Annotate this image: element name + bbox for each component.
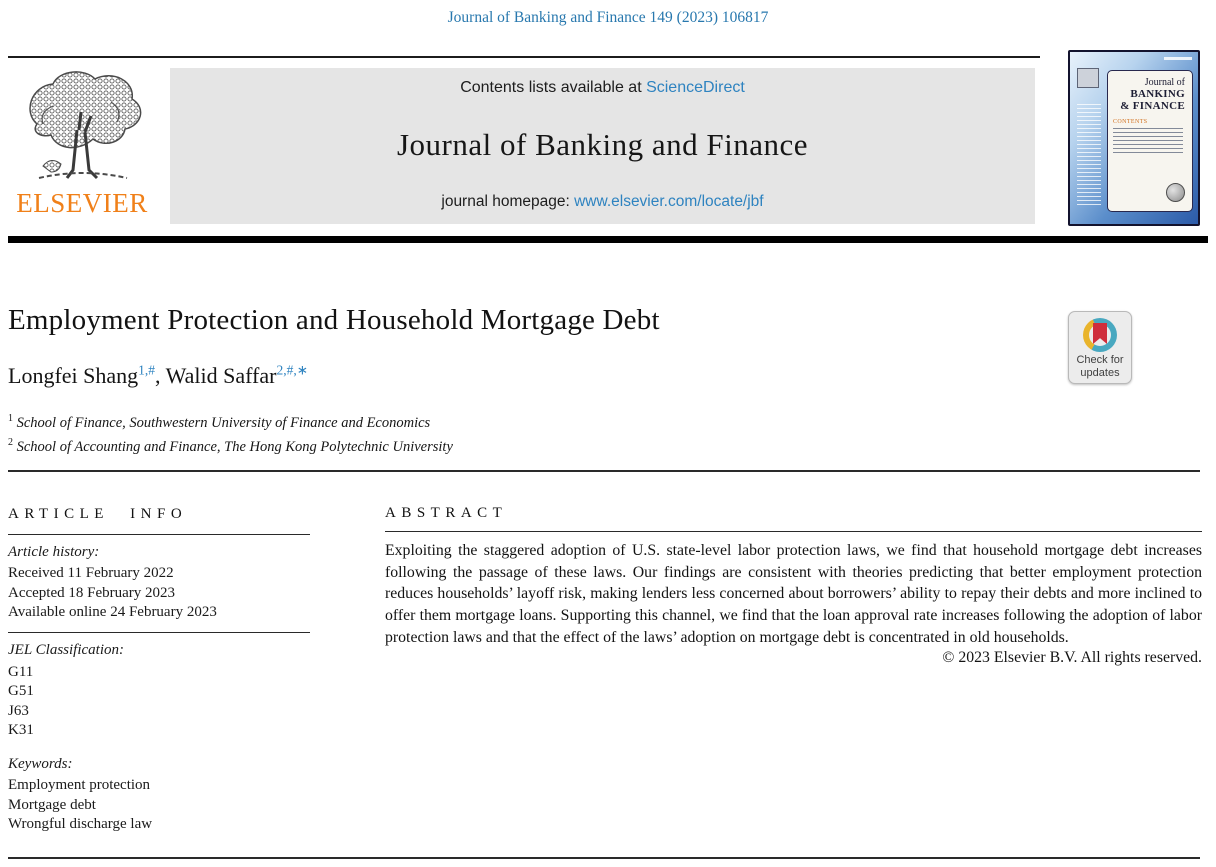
keyword: Wrongful discharge law	[8, 816, 153, 833]
journal-reference-link[interactable]: Journal of Banking and Finance 149 (2023…	[447, 9, 769, 26]
history-item: Received 11 February 2022	[8, 565, 174, 582]
affiliation-text: School of Accounting and Finance, The Ho…	[13, 439, 453, 456]
jel-code: G51	[8, 683, 34, 700]
cover-seal-icon	[1166, 183, 1185, 202]
cover-title-line2: BANKING	[1130, 88, 1185, 100]
head-divider	[8, 470, 1200, 472]
contents-line: Contents lists available at ScienceDirec…	[460, 79, 745, 97]
copyright-line: © 2023 Elsevier B.V. All rights reserved…	[942, 649, 1202, 667]
affiliation-text: School of Finance, Southwestern Universi…	[13, 414, 431, 431]
affiliation-row: 1 School of Finance, Southwestern Univer…	[8, 409, 453, 433]
elsevier-tree-icon	[6, 66, 158, 190]
jel-label: JEL Classification:	[8, 642, 124, 659]
spacer	[8, 741, 310, 755]
footer-divider	[8, 857, 1200, 859]
elsevier-logo: ELSEVIER	[6, 66, 158, 226]
journal-cover-thumbnail: Journal of BANKING & FINANCE CONTENTS	[1068, 50, 1200, 226]
crossmark-icon	[1083, 318, 1117, 352]
sciencedirect-link[interactable]: ScienceDirect	[646, 79, 745, 96]
badge-label-line1: Check for	[1076, 354, 1124, 366]
keywords-label: Keywords:	[8, 755, 73, 772]
article-info-rule	[8, 533, 310, 535]
affiliation-number: 2	[8, 437, 13, 449]
author-name: Longfei Shang	[8, 363, 139, 388]
jel-code: J63	[8, 702, 29, 719]
cover-issn-strip	[1164, 57, 1192, 60]
abstract-rule	[385, 531, 1202, 533]
author-line: Longfei Shang1,#, Walid Saffar2,#,∗	[8, 363, 308, 389]
affiliation-row: 2 School of Accounting and Finance, The …	[8, 433, 453, 457]
abstract-text: Exploiting the staggered adoption of U.S…	[385, 542, 1202, 646]
cover-editorial-lines	[1077, 104, 1101, 208]
check-for-updates-badge[interactable]: Check for updates	[1068, 311, 1132, 384]
cover-contents-label: CONTENTS	[1113, 119, 1148, 125]
masthead-banner: Contents lists available at ScienceDirec…	[170, 68, 1035, 224]
masthead-bottom-bar	[8, 236, 1208, 243]
article-title: Employment Protection and Household Mort…	[8, 304, 660, 336]
homepage-prefix: journal homepage:	[441, 193, 575, 210]
author-name: Walid Saffar	[165, 363, 277, 388]
cover-title-panel: Journal of BANKING & FINANCE CONTENTS	[1107, 70, 1193, 212]
cover-publisher-box	[1077, 68, 1099, 88]
abstract-section: ABSTRACT Exploiting the staggered adopti…	[385, 505, 1202, 667]
jel-code: K31	[8, 722, 34, 739]
abstract-heading: ABSTRACT	[385, 505, 508, 521]
keyword: Mortgage debt	[8, 796, 96, 813]
elsevier-wordmark: ELSEVIER	[16, 188, 148, 218]
history-item: Accepted 18 February 2023	[8, 584, 176, 601]
homepage-link[interactable]: www.elsevier.com/locate/jbf	[574, 193, 764, 210]
cover-title-line3: & FINANCE	[1120, 100, 1185, 112]
article-info-section: ARTICLE INFO Article history: Received 1…	[8, 505, 310, 835]
crossmark-bookmark-icon	[1093, 323, 1107, 344]
author-separator: ,	[155, 363, 166, 388]
affiliation-number: 1	[8, 413, 13, 424]
keyword: Employment protection	[8, 777, 151, 794]
author-affil-link[interactable]: 1,#	[138, 362, 156, 378]
badge-label-line2: updates	[1080, 366, 1120, 379]
journal-title: Journal of Banking and Finance	[396, 127, 809, 162]
author-affil-link[interactable]: 2,#,∗	[276, 362, 309, 378]
jel-code: G11	[8, 663, 34, 680]
top-divider	[8, 56, 1040, 58]
cover-article-list-lines	[1113, 128, 1183, 154]
homepage-line: journal homepage: www.elsevier.com/locat…	[441, 193, 763, 211]
article-info-rule	[8, 631, 310, 634]
history-item: Available online 24 February 2023	[8, 604, 217, 621]
cover-title-line1: Journal of	[1144, 77, 1185, 88]
affiliations: 1 School of Finance, Southwestern Univer…	[8, 409, 453, 458]
article-info-heading: ARTICLE INFO	[8, 506, 188, 522]
history-label: Article history:	[8, 543, 100, 560]
contents-prefix: Contents lists available at	[460, 79, 647, 96]
badge-label: Check for updates	[1069, 354, 1131, 379]
